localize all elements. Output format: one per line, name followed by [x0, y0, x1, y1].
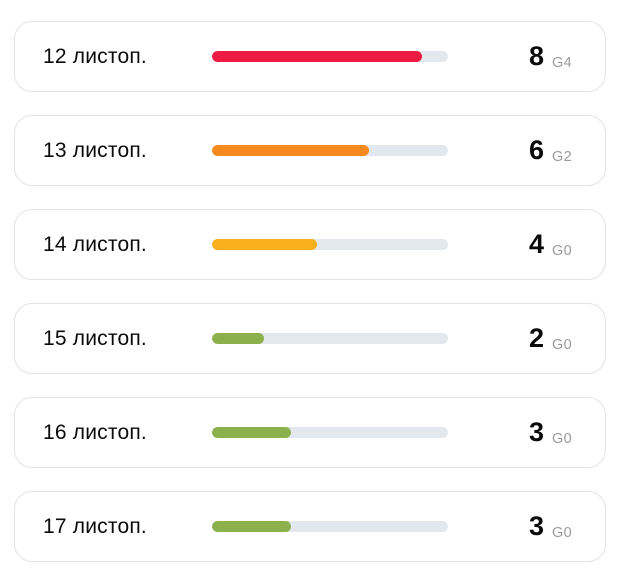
kp-value: 6 [529, 137, 544, 164]
forecast-row[interactable]: 13 листоп. 6 G2 [14, 115, 606, 186]
storm-level-badge: G0 [552, 526, 572, 541]
forecast-row[interactable]: 15 листоп. 2 G0 [14, 303, 606, 374]
kp-bar-track [212, 427, 448, 438]
kp-bar-track [212, 51, 448, 62]
storm-level-badge: G0 [552, 244, 572, 259]
storm-level-badge: G0 [552, 338, 572, 353]
kp-bar-track [212, 521, 448, 532]
kp-value: 4 [529, 231, 544, 258]
storm-level-badge: G0 [552, 432, 572, 447]
kp-bar-fill [212, 51, 422, 62]
forecast-row[interactable]: 16 листоп. 3 G0 [14, 397, 606, 468]
kp-bar-track [212, 239, 448, 250]
kp-value: 3 [529, 513, 544, 540]
kp-bar-fill [212, 333, 264, 344]
date-label: 17 листоп. [43, 516, 212, 537]
date-label: 12 листоп. [43, 46, 212, 67]
kp-value: 3 [529, 419, 544, 446]
kp-value-group: 3 G0 [529, 419, 572, 446]
kp-value-group: 6 G2 [529, 137, 572, 164]
kp-value-group: 8 G4 [529, 43, 572, 70]
kp-value-group: 2 G0 [529, 325, 572, 352]
kp-value-group: 4 G0 [529, 231, 572, 258]
kp-bar-fill [212, 145, 369, 156]
kp-bar-fill [212, 427, 291, 438]
date-label: 13 листоп. [43, 140, 212, 161]
forecast-row[interactable]: 12 листоп. 8 G4 [14, 21, 606, 92]
geomagnetic-forecast-list: 12 листоп. 8 G4 13 листоп. 6 G2 14 листо… [0, 0, 620, 580]
forecast-row[interactable]: 14 листоп. 4 G0 [14, 209, 606, 280]
kp-value: 8 [529, 43, 544, 70]
storm-level-badge: G4 [552, 56, 572, 71]
date-label: 15 листоп. [43, 328, 212, 349]
date-label: 16 листоп. [43, 422, 212, 443]
kp-bar-track [212, 333, 448, 344]
forecast-row[interactable]: 17 листоп. 3 G0 [14, 491, 606, 562]
kp-bar-fill [212, 239, 317, 250]
storm-level-badge: G2 [552, 150, 572, 165]
kp-bar-fill [212, 521, 291, 532]
kp-value-group: 3 G0 [529, 513, 572, 540]
date-label: 14 листоп. [43, 234, 212, 255]
kp-bar-track [212, 145, 448, 156]
kp-value: 2 [529, 325, 544, 352]
